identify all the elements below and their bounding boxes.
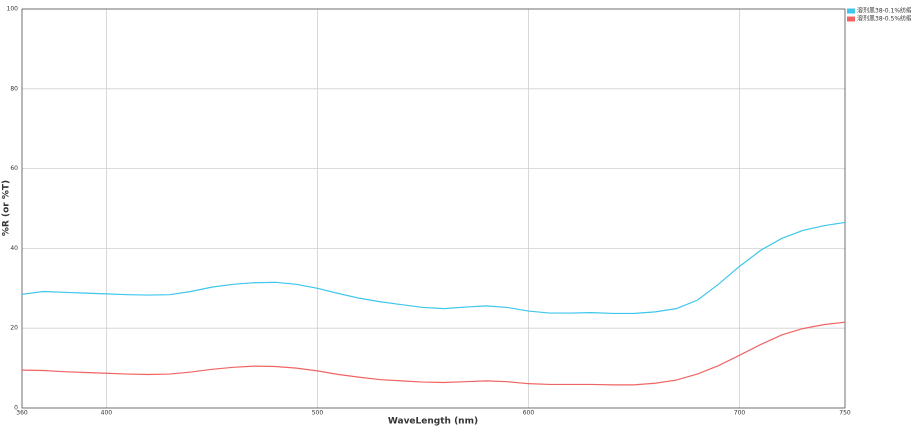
x-axis-title: WaveLength (nm): [388, 417, 478, 427]
x-tick-label: 700: [734, 410, 746, 417]
y-tick-label: 100: [7, 6, 19, 13]
legend-swatch: [847, 16, 855, 22]
x-tick-label: 500: [312, 410, 324, 417]
x-tick-label: 360: [16, 410, 28, 417]
x-tick-label: 750: [839, 410, 851, 417]
plot-frame: [21, 8, 846, 409]
legend-label: 溶剂黑38-0.5%纺缎: [857, 15, 911, 23]
y-tick-label: 60: [10, 165, 18, 172]
x-tick-label: 400: [101, 410, 113, 417]
y-tick-label: 40: [10, 245, 18, 252]
y-axis-title: %R (or %T): [2, 180, 12, 236]
legend-swatch: [847, 8, 855, 14]
data-line: [21, 321, 846, 386]
y-tick-label: 0: [14, 405, 18, 412]
y-tick-label: 80: [10, 85, 18, 92]
y-tick-label: 20: [10, 325, 18, 332]
data-line: [21, 221, 846, 315]
legend-label: 溶剂黑38-0.1%纺缎: [857, 7, 911, 15]
x-tick-label: 600: [523, 410, 535, 417]
